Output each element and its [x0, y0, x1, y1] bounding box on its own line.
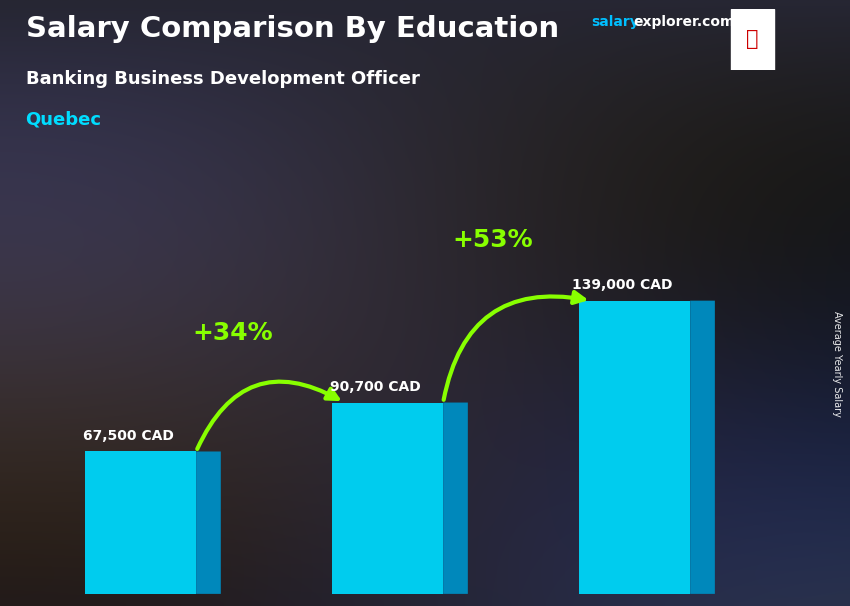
Bar — [731, 9, 774, 70]
Text: +53%: +53% — [452, 228, 533, 252]
Text: explorer.com: explorer.com — [633, 15, 734, 29]
Text: 139,000 CAD: 139,000 CAD — [572, 278, 672, 292]
Polygon shape — [85, 451, 196, 594]
Text: Average Yearly Salary: Average Yearly Salary — [832, 311, 842, 416]
Text: +34%: +34% — [193, 321, 274, 345]
Text: 🍁: 🍁 — [746, 29, 758, 50]
Text: Quebec: Quebec — [26, 110, 101, 128]
Text: Banking Business Development Officer: Banking Business Development Officer — [26, 70, 419, 88]
Polygon shape — [579, 301, 690, 594]
Text: 67,500 CAD: 67,500 CAD — [82, 428, 173, 443]
Text: 90,700 CAD: 90,700 CAD — [330, 380, 421, 394]
Polygon shape — [690, 301, 715, 594]
Polygon shape — [332, 402, 443, 594]
Text: salary: salary — [591, 15, 638, 29]
Text: Salary Comparison By Education: Salary Comparison By Education — [26, 15, 558, 43]
Polygon shape — [196, 451, 221, 594]
Polygon shape — [443, 402, 468, 594]
